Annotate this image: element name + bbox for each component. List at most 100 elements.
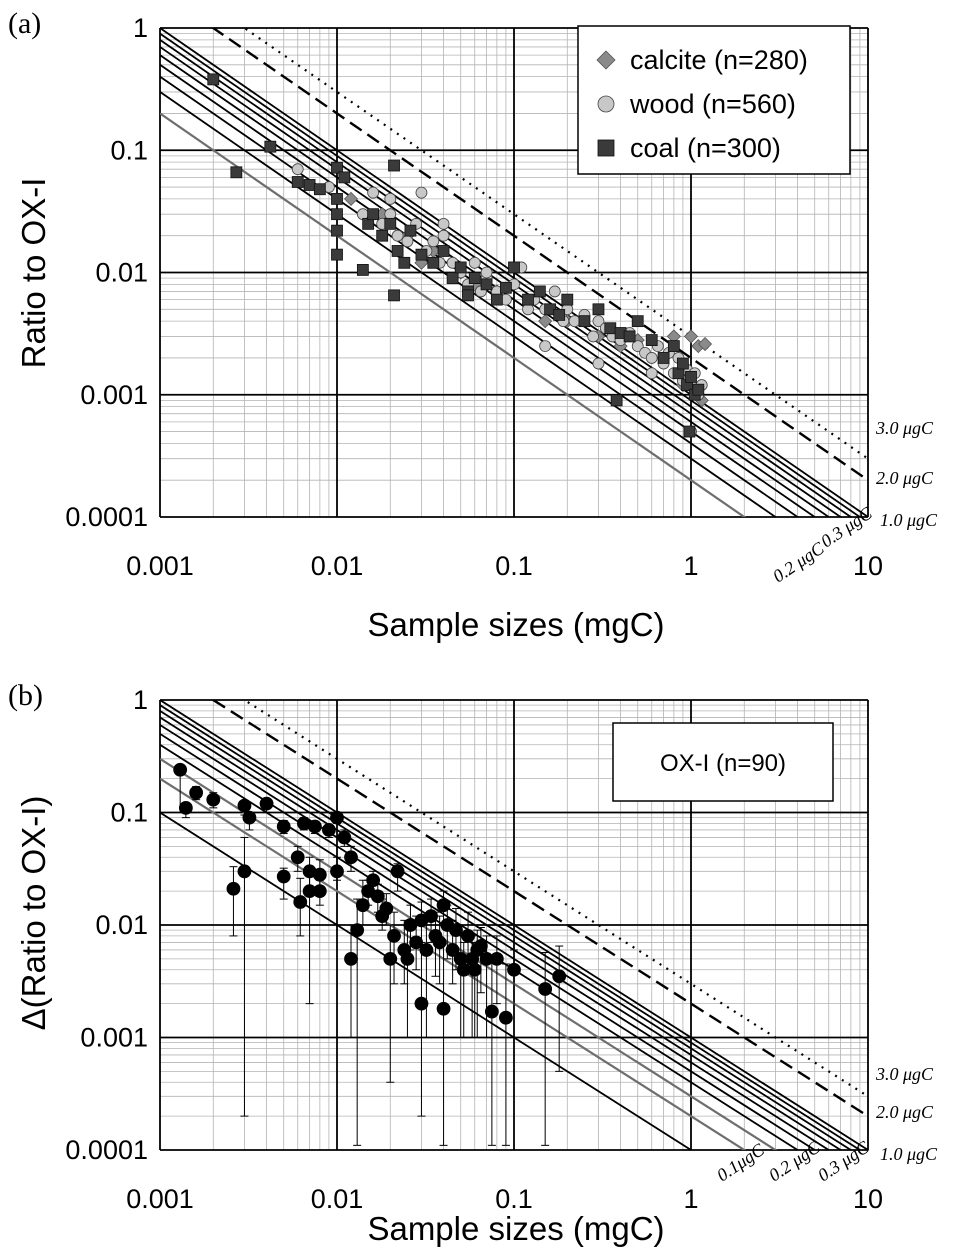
data-point-circle	[631, 340, 644, 353]
legend-marker-diamond	[596, 50, 616, 70]
x-tick-label: 0.001	[126, 1184, 194, 1214]
data-point-square	[446, 272, 459, 284]
data-point-circle	[330, 864, 344, 879]
panel-b: (b) 0.001 0.01 0.1 1 10 1 0.1 0.01 0.001 0.0001 S…	[8, 679, 938, 1247]
reference-line	[160, 704, 862, 1150]
data-point-circle	[468, 256, 481, 269]
panel-a-y-axis-title: Ratio to OX-I	[15, 178, 52, 369]
y-tick-label: 1	[133, 685, 148, 715]
y-tick-label: 0.1	[110, 798, 148, 828]
x-tick-label: 0.001	[126, 551, 194, 581]
data-point-circle	[307, 819, 322, 834]
x-tick-label: 0.01	[311, 1184, 364, 1214]
data-point-circle	[480, 266, 493, 279]
panel-b-points	[173, 762, 567, 1025]
y-tick-label: 0.1	[110, 135, 148, 165]
data-point-circle	[539, 340, 552, 353]
data-point-circle	[461, 929, 475, 943]
data-point-square	[303, 179, 316, 191]
data-point-square	[388, 289, 400, 302]
reference-line-dashed	[211, 700, 868, 1118]
reference-line-label: 2.0 μgC	[876, 1102, 934, 1122]
data-point-circle	[312, 867, 327, 882]
data-point-diamond	[538, 314, 553, 329]
data-point-square	[356, 264, 369, 276]
data-point-square	[404, 224, 417, 237]
data-point-circle	[409, 935, 424, 950]
panel-b-legend: OX-I (n=90)	[612, 722, 834, 802]
reference-line	[160, 700, 868, 1150]
data-point-circle	[427, 235, 440, 248]
data-point-circle	[592, 357, 605, 370]
y-tick-label: 0.001	[80, 380, 148, 410]
y-tick-label: 0.0001	[65, 502, 148, 532]
data-point-square	[230, 166, 243, 179]
reference-line-label: 1.0 μgC	[880, 510, 938, 530]
data-point-square	[331, 224, 343, 237]
y-tick-label: 0.0001	[65, 1135, 148, 1165]
data-point-circle	[237, 864, 252, 879]
data-point-circle	[173, 762, 188, 777]
reference-line	[160, 716, 843, 1150]
y-tick-label: 0.01	[95, 258, 148, 288]
data-point-square	[207, 73, 220, 86]
data-point-square	[376, 229, 389, 242]
data-point-circle	[391, 229, 404, 242]
x-tick-label: 1	[683, 551, 698, 581]
legend-marker-square	[597, 139, 615, 157]
data-point-circle	[337, 830, 352, 845]
data-point-square	[677, 357, 689, 370]
data-point-square	[500, 281, 512, 294]
x-tick-label: 0.1	[495, 1184, 533, 1214]
reference-line	[160, 75, 800, 517]
data-point-circle	[312, 884, 327, 899]
panel-a: (a) 0.001 0.01 0.1 1 10 1 0.1 0.01 0.001 0.0001 S…	[8, 7, 938, 643]
data-point-circle	[390, 864, 405, 879]
data-point-square	[313, 183, 326, 196]
data-point-circle	[436, 898, 451, 913]
data-point-circle	[401, 235, 414, 248]
data-point-circle	[259, 796, 274, 811]
data-point-circle	[414, 996, 429, 1011]
data-point-circle	[330, 810, 344, 825]
legend-label: coal (n=300)	[630, 133, 781, 163]
x-tick-label: 10	[853, 551, 883, 581]
y-tick-label: 1	[133, 13, 148, 43]
data-point-circle	[344, 850, 358, 865]
panel-a-reference-lines	[160, 28, 868, 517]
reference-line-label: 0.2 μgC	[765, 1136, 824, 1185]
data-point-circle	[568, 315, 581, 328]
reference-line	[160, 64, 817, 517]
reference-line-dashed	[211, 28, 868, 482]
data-point-circle	[507, 962, 521, 977]
data-point-circle	[237, 798, 252, 813]
data-point-square	[427, 256, 440, 269]
data-point-square	[415, 248, 428, 261]
reference-line	[160, 32, 862, 517]
legend-label: wood (n=560)	[629, 89, 796, 119]
data-point-square	[685, 370, 697, 383]
data-point-circle	[290, 850, 305, 865]
data-point-square	[683, 425, 696, 438]
data-point-square	[437, 245, 450, 257]
data-point-square	[631, 315, 644, 328]
data-point-circle	[424, 909, 438, 923]
data-point-circle	[226, 881, 241, 896]
data-point-circle	[467, 962, 482, 977]
data-point-circle	[432, 935, 447, 950]
data-point-square	[578, 315, 591, 328]
x-tick-label: 1	[683, 1184, 698, 1214]
reference-line-gray	[160, 112, 747, 517]
reference-line-label: 2.0 μgC	[876, 468, 934, 488]
x-tick-label: 10	[853, 1184, 883, 1214]
data-point-square	[508, 261, 520, 274]
data-point-square	[480, 278, 493, 291]
panel-a-ticks: 0.001 0.01 0.1 1 10 1 0.1 0.01 0.001 0.0001	[65, 13, 883, 581]
data-point-diamond	[697, 336, 713, 352]
panel-a-x-axis-title: Sample sizes (mgC)	[367, 606, 664, 643]
data-point-square	[331, 161, 343, 174]
data-point-circle	[379, 901, 394, 916]
data-point-square	[468, 272, 481, 284]
data-point-square	[561, 293, 574, 306]
